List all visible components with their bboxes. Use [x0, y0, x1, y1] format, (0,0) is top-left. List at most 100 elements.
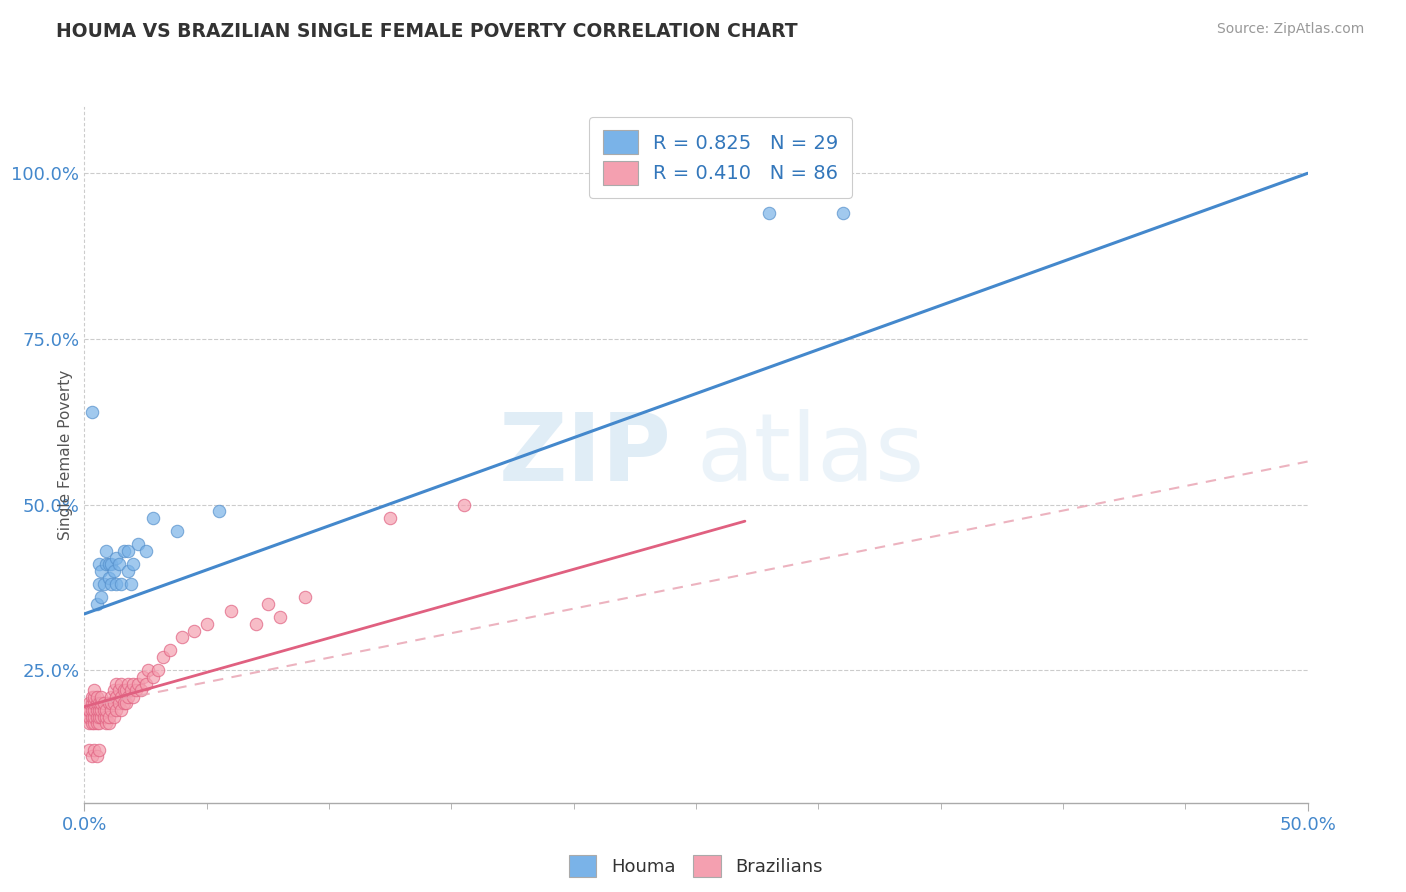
Point	[453, 498, 475, 512]
Point	[100, 690, 122, 704]
Point	[86, 697, 108, 711]
Point	[117, 544, 139, 558]
Point	[110, 703, 132, 717]
Point	[135, 676, 157, 690]
Point	[93, 709, 115, 723]
Point	[758, 206, 780, 220]
Point	[80, 749, 103, 764]
Point	[77, 703, 100, 717]
Point	[127, 676, 149, 690]
Point	[117, 564, 139, 578]
Point	[107, 697, 129, 711]
Point	[831, 206, 853, 220]
Point	[142, 511, 165, 525]
Point	[97, 709, 120, 723]
Point	[183, 624, 205, 638]
Point	[125, 683, 148, 698]
Point	[172, 630, 194, 644]
Point	[103, 564, 125, 578]
Point	[97, 716, 120, 731]
Point	[380, 511, 402, 525]
Point	[86, 690, 108, 704]
Point	[129, 683, 152, 698]
Legend: Houma, Brazilians: Houma, Brazilians	[562, 847, 830, 884]
Point	[120, 683, 142, 698]
Point	[96, 703, 118, 717]
Point	[87, 703, 110, 717]
Text: Source: ZipAtlas.com: Source: ZipAtlas.com	[1216, 22, 1364, 37]
Point	[159, 643, 181, 657]
Point	[80, 709, 103, 723]
Point	[219, 604, 242, 618]
Point	[96, 558, 118, 572]
Point	[100, 697, 122, 711]
Point	[112, 697, 135, 711]
Point	[80, 703, 103, 717]
Point	[122, 690, 145, 704]
Text: ZIP: ZIP	[499, 409, 672, 501]
Point	[80, 690, 103, 704]
Point	[115, 683, 138, 698]
Point	[77, 709, 100, 723]
Point	[100, 558, 122, 572]
Point	[257, 597, 280, 611]
Point	[146, 663, 169, 677]
Point	[127, 537, 149, 551]
Y-axis label: Single Female Poverty: Single Female Poverty	[58, 370, 73, 540]
Point	[90, 564, 112, 578]
Point	[112, 544, 135, 558]
Point	[76, 703, 98, 717]
Point	[90, 703, 112, 717]
Point	[152, 650, 174, 665]
Point	[83, 743, 105, 757]
Point	[87, 577, 110, 591]
Point	[87, 716, 110, 731]
Point	[136, 663, 159, 677]
Point	[80, 716, 103, 731]
Point	[77, 697, 100, 711]
Text: atlas: atlas	[696, 409, 924, 501]
Point	[100, 577, 122, 591]
Point	[105, 690, 128, 704]
Point	[96, 716, 118, 731]
Point	[105, 676, 128, 690]
Point	[245, 616, 267, 631]
Point	[77, 716, 100, 731]
Point	[87, 743, 110, 757]
Point	[76, 709, 98, 723]
Point	[90, 690, 112, 704]
Text: HOUMA VS BRAZILIAN SINGLE FEMALE POVERTY CORRELATION CHART: HOUMA VS BRAZILIAN SINGLE FEMALE POVERTY…	[56, 22, 797, 41]
Point	[103, 683, 125, 698]
Point	[120, 577, 142, 591]
Point	[142, 670, 165, 684]
Point	[115, 697, 138, 711]
Point	[269, 610, 291, 624]
Point	[86, 716, 108, 731]
Point	[93, 703, 115, 717]
Point	[105, 703, 128, 717]
Point	[97, 697, 120, 711]
Point	[110, 577, 132, 591]
Point	[90, 697, 112, 711]
Point	[87, 709, 110, 723]
Point	[135, 544, 157, 558]
Point	[86, 703, 108, 717]
Point	[83, 697, 105, 711]
Point	[80, 405, 103, 419]
Point	[77, 743, 100, 757]
Point	[110, 676, 132, 690]
Point	[122, 676, 145, 690]
Point	[93, 577, 115, 591]
Point	[97, 570, 120, 584]
Point	[87, 697, 110, 711]
Point	[83, 703, 105, 717]
Point	[87, 558, 110, 572]
Point	[86, 597, 108, 611]
Point	[103, 697, 125, 711]
Point	[105, 550, 128, 565]
Point	[294, 591, 316, 605]
Point	[83, 690, 105, 704]
Point	[83, 709, 105, 723]
Point	[96, 709, 118, 723]
Point	[93, 697, 115, 711]
